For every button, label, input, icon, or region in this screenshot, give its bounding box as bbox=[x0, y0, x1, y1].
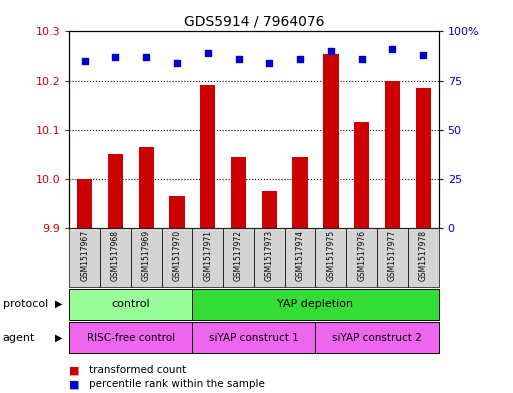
FancyBboxPatch shape bbox=[69, 322, 192, 353]
Text: GSM1517972: GSM1517972 bbox=[234, 230, 243, 281]
Text: siYAP construct 1: siYAP construct 1 bbox=[209, 332, 299, 343]
Point bbox=[327, 48, 335, 54]
Text: ▶: ▶ bbox=[55, 299, 63, 309]
Point bbox=[419, 52, 427, 58]
Text: ▶: ▶ bbox=[55, 332, 63, 343]
FancyBboxPatch shape bbox=[315, 228, 346, 287]
Text: ■: ■ bbox=[69, 365, 80, 375]
Text: GSM1517969: GSM1517969 bbox=[142, 230, 151, 281]
FancyBboxPatch shape bbox=[192, 322, 315, 353]
FancyBboxPatch shape bbox=[192, 289, 439, 320]
Bar bbox=[108, 154, 123, 228]
Text: ■: ■ bbox=[69, 379, 80, 389]
Text: control: control bbox=[111, 299, 150, 309]
FancyBboxPatch shape bbox=[131, 228, 162, 287]
Bar bbox=[292, 157, 308, 228]
Point bbox=[142, 54, 150, 60]
Point bbox=[296, 56, 304, 62]
FancyBboxPatch shape bbox=[315, 322, 439, 353]
FancyBboxPatch shape bbox=[346, 228, 377, 287]
Bar bbox=[169, 196, 185, 228]
Text: GSM1517967: GSM1517967 bbox=[80, 230, 89, 281]
FancyBboxPatch shape bbox=[408, 228, 439, 287]
Point bbox=[81, 58, 89, 64]
Text: GSM1517976: GSM1517976 bbox=[357, 230, 366, 281]
Bar bbox=[416, 88, 431, 228]
Bar bbox=[262, 191, 277, 228]
FancyBboxPatch shape bbox=[254, 228, 285, 287]
FancyBboxPatch shape bbox=[223, 228, 254, 287]
FancyBboxPatch shape bbox=[69, 228, 100, 287]
Text: GSM1517968: GSM1517968 bbox=[111, 230, 120, 281]
Text: GSM1517970: GSM1517970 bbox=[172, 230, 182, 281]
FancyBboxPatch shape bbox=[192, 228, 223, 287]
Text: RISC-free control: RISC-free control bbox=[87, 332, 175, 343]
Point bbox=[204, 50, 212, 56]
Text: GSM1517975: GSM1517975 bbox=[326, 230, 336, 281]
Text: GSM1517973: GSM1517973 bbox=[265, 230, 274, 281]
Point bbox=[111, 54, 120, 60]
Point bbox=[388, 46, 397, 52]
Text: GSM1517978: GSM1517978 bbox=[419, 230, 428, 281]
Point bbox=[173, 60, 181, 66]
Bar bbox=[354, 122, 369, 228]
Bar bbox=[77, 179, 92, 228]
Text: transformed count: transformed count bbox=[89, 365, 186, 375]
FancyBboxPatch shape bbox=[162, 228, 192, 287]
FancyBboxPatch shape bbox=[69, 289, 192, 320]
Text: agent: agent bbox=[3, 332, 35, 343]
Text: GSM1517974: GSM1517974 bbox=[295, 230, 305, 281]
Bar bbox=[323, 53, 339, 228]
Point bbox=[358, 56, 366, 62]
Text: protocol: protocol bbox=[3, 299, 48, 309]
FancyBboxPatch shape bbox=[377, 228, 408, 287]
Title: GDS5914 / 7964076: GDS5914 / 7964076 bbox=[184, 15, 324, 29]
Text: GSM1517977: GSM1517977 bbox=[388, 230, 397, 281]
Text: YAP depletion: YAP depletion bbox=[278, 299, 353, 309]
FancyBboxPatch shape bbox=[285, 228, 315, 287]
Point bbox=[265, 60, 273, 66]
Text: percentile rank within the sample: percentile rank within the sample bbox=[89, 379, 265, 389]
Text: GSM1517971: GSM1517971 bbox=[203, 230, 212, 281]
Bar bbox=[200, 86, 215, 228]
Bar bbox=[139, 147, 154, 228]
FancyBboxPatch shape bbox=[100, 228, 131, 287]
Text: siYAP construct 2: siYAP construct 2 bbox=[332, 332, 422, 343]
Bar bbox=[231, 157, 246, 228]
Point bbox=[234, 56, 243, 62]
Bar bbox=[385, 81, 400, 228]
